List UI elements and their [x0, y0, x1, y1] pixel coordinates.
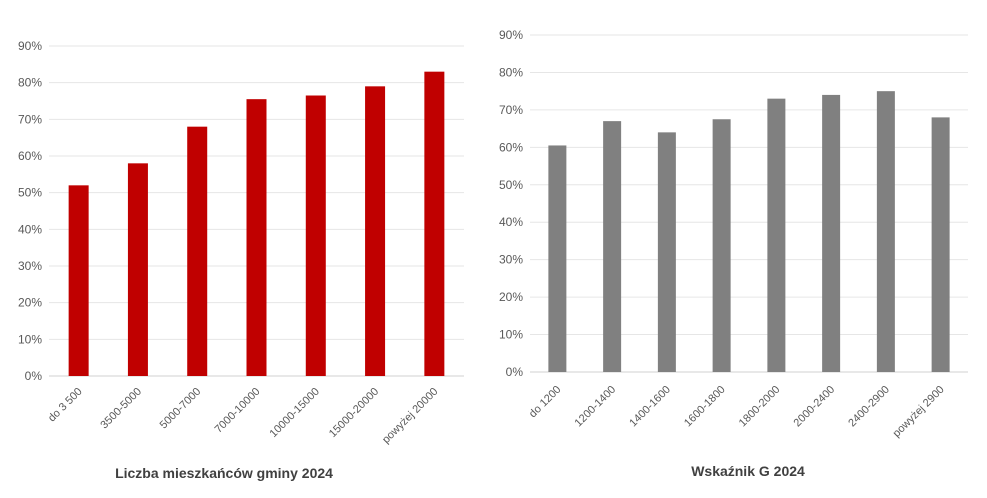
y-tick-label: 80% — [18, 76, 42, 90]
y-tick-label: 20% — [499, 290, 523, 304]
y-tick-label: 70% — [18, 112, 42, 126]
bar — [931, 117, 950, 372]
chart-population-svg: Liczba mieszkańców gminy 2024 0% 10% 20% 30… — [18, 39, 464, 481]
y-tick-label: 10% — [18, 332, 42, 346]
x-tick-label: 2400-2900 — [846, 384, 892, 430]
x-tick-label: 1200-1400 — [573, 384, 619, 430]
x-tick-label: 1800-2000 — [737, 384, 783, 430]
y-tick-label: 0% — [506, 365, 524, 379]
bar — [246, 99, 267, 377]
y-tick-label: 30% — [499, 253, 523, 267]
x-tick-label: 3500-5000 — [98, 386, 144, 432]
bar — [876, 91, 895, 373]
chart-index-g-svg: Wskaźnik G 2024 0% 10% 20% 30% 40% 50% 60% 70% 8… — [499, 28, 968, 479]
chart-population: Liczba mieszkańców gminy 2024 0% 10% 20% 30… — [0, 0, 480, 498]
bar — [365, 86, 386, 376]
bar — [603, 121, 622, 372]
y-tick-label: 40% — [18, 222, 42, 236]
x-tick-label: 7000-10000 — [213, 386, 263, 436]
bar — [187, 126, 208, 377]
bar — [68, 185, 89, 376]
bar — [657, 132, 676, 372]
bar — [822, 94, 841, 373]
chart-index-g: Wskaźnik G 2024 0% 10% 20% 30% 40% 50% 60% 70% 8… — [480, 0, 987, 498]
bar — [767, 98, 786, 373]
chart-title: Wskaźnik G 2024 — [691, 463, 805, 479]
x-tick-label: 10000-15000 — [268, 386, 322, 440]
bar — [127, 163, 148, 376]
bar — [305, 95, 326, 376]
x-tick-label: 1400-1600 — [627, 384, 673, 430]
y-tick-label: 60% — [499, 140, 523, 154]
y-tick-label: 40% — [499, 215, 523, 229]
y-tick-label: 90% — [499, 28, 523, 42]
y-tick-label: 50% — [499, 178, 523, 192]
x-tick-label: do 1200 — [527, 384, 564, 421]
y-tick-label: 70% — [499, 103, 523, 117]
x-tick-label: powyżej 2900 — [891, 384, 947, 440]
x-tick-label: 5000-7000 — [158, 386, 204, 432]
y-tick-label: 30% — [18, 259, 42, 273]
chart-title: Liczba mieszkańców gminy 2024 — [115, 465, 333, 481]
bar — [424, 71, 445, 377]
y-tick-label: 90% — [18, 39, 42, 53]
x-tick-label: 2000-2400 — [792, 384, 838, 430]
y-tick-label: 80% — [499, 65, 523, 79]
x-tick-label: 15000-20000 — [327, 386, 381, 440]
y-tick-label: 50% — [18, 186, 42, 200]
x-tick-label: 1600-1800 — [682, 384, 728, 430]
y-tick-label: 10% — [499, 328, 523, 342]
bar — [712, 119, 731, 372]
x-tick-label: do 3 500 — [46, 386, 85, 425]
y-tick-label: 0% — [25, 369, 43, 383]
x-tick-label: powyżej 20000 — [380, 386, 440, 446]
y-tick-label: 60% — [18, 149, 42, 163]
bar — [548, 145, 567, 372]
y-tick-label: 20% — [18, 296, 42, 310]
